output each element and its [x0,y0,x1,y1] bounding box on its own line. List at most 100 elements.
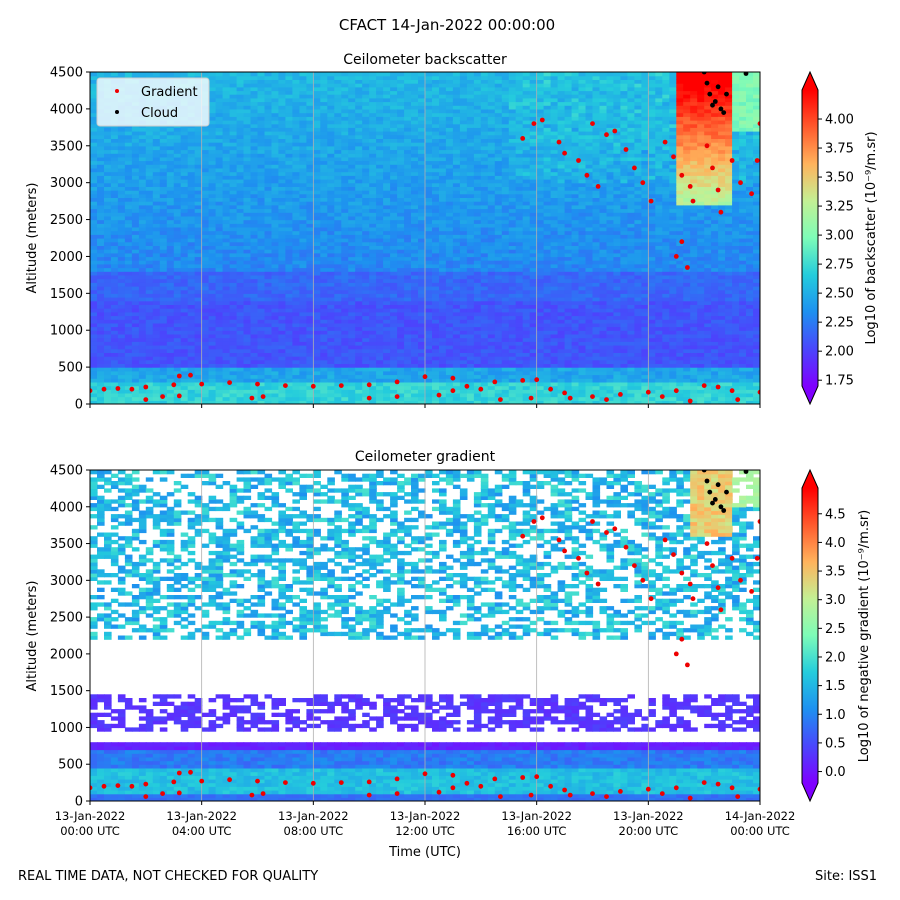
field-cell [348,182,356,187]
field-cell [348,160,356,165]
field-cell [194,160,203,165]
field-cell [390,171,398,176]
field-cell [383,83,391,88]
field-cell [264,171,273,176]
field-cell [425,400,433,404]
field-cell [208,286,217,291]
field-cell [278,201,286,206]
field-cell [250,149,259,154]
field-cell [90,385,98,390]
field-cell [145,345,154,350]
field-cell [250,215,259,221]
field-cell [117,359,126,364]
field-cell [445,94,454,99]
field-cell [320,179,328,184]
field-cell [404,204,412,210]
field-cell [341,142,349,147]
field-cell [383,378,391,383]
field-cell [411,219,419,224]
field-cell [369,153,377,158]
field-cell [459,352,468,357]
field-cell [222,171,231,176]
field-cell [425,293,433,298]
field-cell [425,90,433,95]
field-cell [90,326,98,331]
field-cell [341,219,349,224]
field-cell [334,167,342,173]
field-cell [362,400,370,404]
field-cell [104,348,112,353]
field-cell [473,356,482,361]
field-cell [180,308,189,313]
field-cell [257,171,266,176]
field-cell [110,300,119,305]
field-cell [348,72,356,77]
field-cell [411,263,419,269]
field-cell [390,116,398,121]
field-cell [257,271,266,276]
field-cell [278,345,286,350]
field-cell [334,105,342,110]
field-cell [250,219,259,224]
field-cell [264,293,273,298]
field-cell [271,72,280,77]
field-cell [215,238,224,243]
field-cell [390,378,398,383]
field-cell [452,263,461,269]
field-cell [201,230,210,235]
field-cell [383,278,391,283]
field-cell [159,367,168,372]
field-cell [362,348,370,353]
field-cell [341,234,349,239]
field-cell [97,134,105,139]
field-cell [341,167,349,173]
field-cell [299,145,307,151]
field-cell [397,252,405,258]
field-cell [180,197,189,202]
field-cell [145,389,154,394]
field-cell [376,319,384,324]
field-cell [124,171,133,176]
field-cell [90,167,98,173]
field-cell [404,241,412,246]
field-cell [445,230,454,235]
field-cell [257,134,266,139]
field-cell [411,193,419,198]
field-cell [131,389,140,394]
field-cell [299,238,307,243]
field-cell [397,326,405,331]
field-cell [97,226,105,232]
field-cell [334,182,342,187]
field-cell [362,120,370,125]
field-cell [243,396,252,401]
field-cell [166,333,175,339]
field-cell [250,400,259,404]
field-cell [215,297,224,302]
field-cell [445,263,454,269]
field-cell [222,289,231,294]
field-cell [90,337,98,342]
field-cell [369,271,377,276]
field-cell [390,230,398,235]
field-cell [334,267,342,272]
field-cell [341,356,349,361]
field-cell [215,286,224,291]
field-cell [264,164,273,169]
field-cell [397,359,405,364]
field-cell [432,400,440,404]
field-cell [383,186,391,191]
field-cell [159,315,168,320]
field-cell [159,193,168,198]
field-cell [452,241,461,246]
field-cell [439,374,447,379]
field-cell [397,297,405,302]
field-cell [397,175,405,180]
field-cell [187,234,196,239]
field-cell [264,90,273,95]
field-cell [306,230,314,235]
field-cell [131,363,140,368]
field-cell [222,131,231,136]
field-cell [243,79,252,84]
field-cell [299,97,307,103]
field-cell [104,241,112,246]
